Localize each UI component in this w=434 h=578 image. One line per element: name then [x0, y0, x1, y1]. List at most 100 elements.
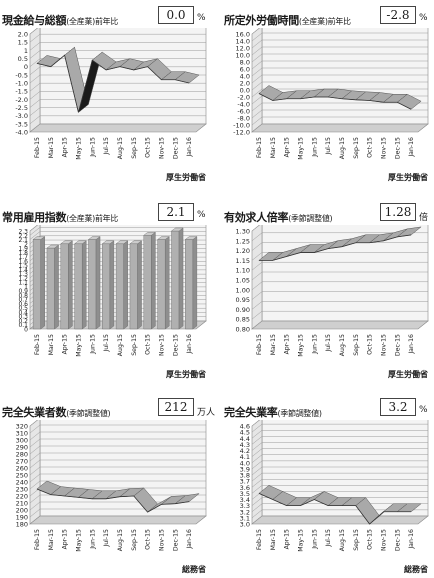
y-tick-label: 2.0: [240, 80, 250, 88]
y-tick-label: 1.4: [18, 267, 28, 274]
y-tick-label: 0.1: [18, 322, 28, 329]
gridline: [251, 448, 428, 457]
x-tick-label: Nov-15: [158, 529, 165, 551]
y-tick-label: 16.0: [236, 31, 250, 39]
gridline: [29, 466, 206, 476]
bar-top: [74, 240, 87, 244]
x-tick-label: Aug-15: [339, 137, 346, 159]
bar: [143, 235, 152, 330]
y-tick-label: -3.5: [15, 120, 28, 128]
y-tick-label: 1.5: [18, 263, 28, 270]
bar-top: [157, 236, 170, 240]
gridline: [251, 497, 428, 506]
x-tick-label: Jun-15: [89, 137, 96, 158]
x-tick-label: Dec-15: [394, 137, 401, 159]
y-tick-label: 0.4: [18, 309, 28, 316]
x-tick-label: Nov-15: [158, 137, 165, 159]
x-tick-label: Oct-15: [145, 137, 152, 158]
y-tick-label: 190: [16, 514, 28, 522]
bar-top: [129, 240, 143, 244]
plot-side-wall: [29, 420, 41, 525]
y-tick-label: 0: [24, 327, 28, 334]
x-tick-label: Mar-15: [48, 529, 55, 550]
unemployed-chart: 3203103002902802702602502402302202102001…: [16, 420, 207, 552]
gridline: [251, 291, 428, 300]
y-tick-label: 0.5: [18, 305, 28, 312]
chart-title: 現金給与総額(全産業)前年比: [2, 12, 118, 28]
plot-back-wall: [261, 225, 429, 322]
y-tick-label: -4.0: [15, 129, 28, 137]
bar: [102, 243, 111, 330]
gridline: [29, 91, 206, 100]
gridline: [251, 485, 428, 494]
y-tick-label: 1.5: [18, 39, 28, 47]
bar: [46, 247, 55, 330]
bar: [74, 243, 83, 330]
bar-top: [46, 244, 60, 249]
x-tick-label: Jun-15: [311, 529, 318, 550]
gridline: [29, 231, 206, 240]
plot-side-wall: [251, 420, 263, 525]
y-tick-label: 0.5: [18, 55, 28, 63]
gridline: [251, 123, 428, 133]
gridline: [251, 109, 428, 119]
panel-unemployed: 完全失業者数(季節調整値) 212 万人 320 310 300 290 280 270 2…: [0, 392, 215, 577]
x-tick-label: Apr-15: [284, 529, 291, 549]
y-tick-label: 320: [16, 423, 28, 431]
bar-top: [101, 240, 115, 244]
y-tick-label: 0: [24, 63, 28, 71]
gridline: [29, 42, 206, 51]
title-main: 有効求人倍率: [224, 211, 289, 224]
plot-floor: [251, 320, 429, 330]
x-tick-label: Nov-15: [158, 334, 165, 356]
bar-side: [68, 240, 73, 330]
y-tick-label: 4.4: [240, 435, 250, 443]
x-tick-label: Jul-15: [103, 334, 110, 353]
x-tick-label: Jun-15: [89, 334, 96, 355]
bar-side: [95, 236, 101, 330]
x-tick-label: Mar-15: [48, 137, 55, 158]
gridline: [29, 459, 206, 469]
y-tick-label: 1.05: [236, 277, 250, 285]
y-tick-label: 210: [16, 500, 28, 508]
title-main: 現金給与総額: [2, 14, 67, 27]
gridline: [29, 480, 206, 490]
gridline: [29, 99, 206, 108]
y-tick-label: 3.0: [240, 521, 250, 529]
y-tick-label: 0.9: [18, 288, 28, 295]
gridline: [29, 33, 206, 43]
y-tick-label: 0.85: [236, 316, 250, 324]
x-tick-label: Nov-15: [380, 137, 387, 159]
y-tick-label: 3.1: [240, 514, 250, 522]
y-tick-label: -3.0: [15, 112, 28, 120]
source-label: 厚生労働省: [388, 370, 428, 379]
bar-side: [178, 227, 184, 330]
chart-title: 常用雇用指数(全産業)前年比: [2, 209, 118, 225]
panel-employment: 常用雇用指数(全産業)前年比 2.1 % 2.3 2.2 2.1 2 1.9 1.8 1.7…: [0, 197, 210, 382]
x-tick-label: Dec-15: [172, 529, 179, 551]
y-tick-label: 4.3: [240, 441, 250, 449]
source-label: 厚生労働省: [166, 173, 206, 182]
y-tick-label: 2.2: [18, 233, 28, 240]
value-unit: %: [197, 210, 206, 220]
chart-title: 完全失業者数(季節調整値): [2, 404, 111, 420]
y-tick-label: -10.0: [233, 122, 250, 130]
value-box: 0.0: [158, 6, 194, 24]
gridline: [251, 39, 428, 49]
y-tick-label: 2.0: [18, 31, 28, 39]
x-tick-label: Jan-16: [186, 334, 193, 355]
gridline: [29, 115, 206, 125]
y-tick-label: -2.5: [15, 104, 28, 112]
x-tick-label: Feb-15: [34, 137, 41, 158]
series-line: [258, 93, 412, 110]
bar-side: [165, 236, 170, 330]
x-tick-label: Jul-15: [325, 529, 332, 548]
bar-top: [60, 240, 73, 244]
y-tick-label: 4.0: [240, 73, 250, 81]
bar: [185, 239, 194, 330]
x-tick-label: Dec-15: [394, 529, 401, 551]
y-tick-label: 280: [16, 451, 28, 459]
y-tick-label: 1: [24, 284, 28, 291]
y-tick-label: 0.80: [236, 326, 250, 334]
x-tick-label: Feb-15: [256, 137, 263, 158]
